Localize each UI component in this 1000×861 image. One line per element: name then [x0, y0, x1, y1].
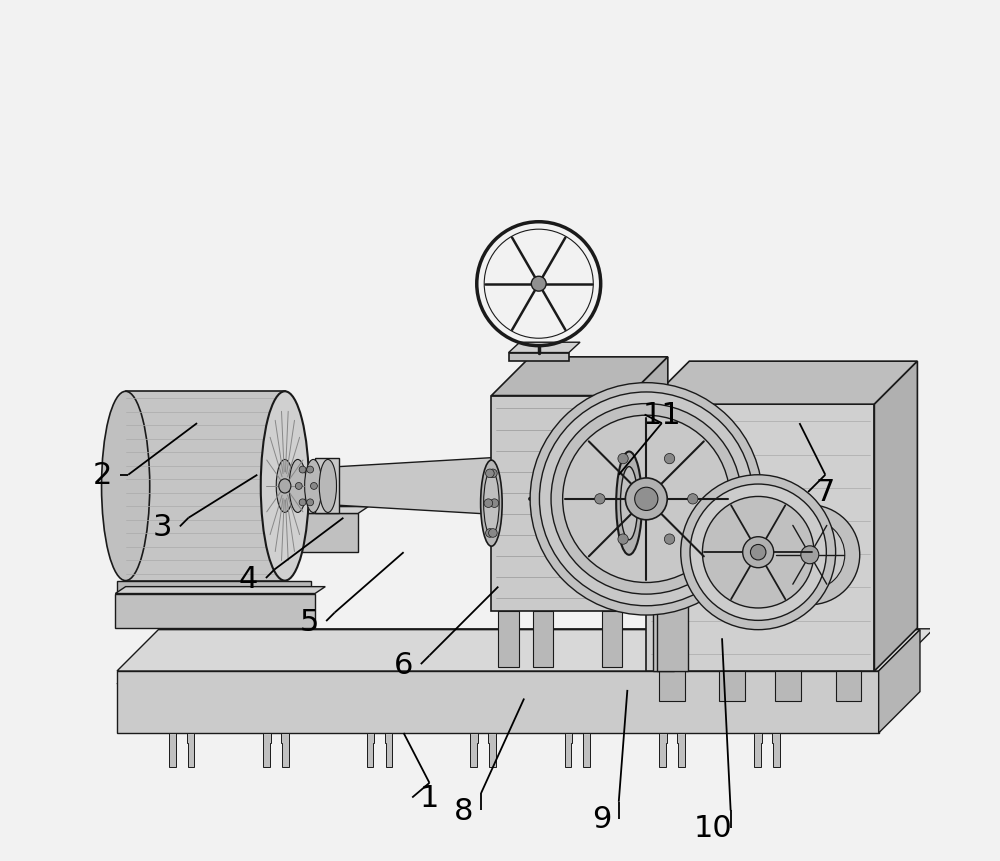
Circle shape [531, 277, 546, 292]
Text: 11: 11 [642, 400, 681, 430]
Circle shape [563, 416, 730, 583]
Ellipse shape [620, 467, 638, 540]
Polygon shape [117, 657, 906, 684]
Polygon shape [117, 672, 879, 733]
Polygon shape [272, 514, 358, 553]
Circle shape [750, 545, 766, 561]
Text: 6: 6 [394, 650, 413, 678]
Circle shape [618, 454, 628, 464]
Ellipse shape [276, 460, 293, 513]
Polygon shape [332, 456, 526, 517]
Circle shape [635, 487, 658, 511]
Text: 8: 8 [454, 796, 474, 825]
Polygon shape [169, 733, 194, 767]
Text: 1: 1 [420, 783, 439, 812]
Circle shape [484, 499, 493, 508]
Text: 3: 3 [153, 512, 172, 542]
Ellipse shape [102, 392, 150, 581]
Polygon shape [879, 630, 920, 733]
Circle shape [664, 535, 675, 545]
Polygon shape [754, 733, 780, 767]
Text: 7: 7 [816, 478, 835, 507]
Polygon shape [602, 611, 622, 667]
Ellipse shape [305, 460, 322, 513]
Circle shape [688, 494, 698, 505]
Circle shape [310, 483, 317, 490]
Polygon shape [629, 357, 668, 611]
Polygon shape [115, 594, 315, 629]
Circle shape [743, 537, 774, 568]
Ellipse shape [517, 453, 534, 519]
Circle shape [489, 529, 497, 537]
Polygon shape [836, 672, 861, 701]
Polygon shape [263, 733, 289, 767]
Ellipse shape [616, 452, 642, 555]
Text: 4: 4 [239, 564, 258, 593]
Circle shape [681, 475, 836, 630]
Polygon shape [657, 551, 688, 672]
Polygon shape [646, 362, 917, 405]
Circle shape [551, 404, 742, 594]
Polygon shape [646, 405, 874, 672]
Circle shape [690, 485, 826, 621]
Ellipse shape [279, 480, 291, 493]
Ellipse shape [484, 471, 499, 536]
Circle shape [539, 393, 753, 606]
Text: 2: 2 [93, 461, 112, 490]
Circle shape [801, 546, 819, 564]
Text: 5: 5 [299, 607, 319, 635]
Polygon shape [659, 733, 685, 767]
Polygon shape [874, 362, 917, 672]
Ellipse shape [319, 460, 336, 513]
Circle shape [299, 499, 306, 506]
Polygon shape [115, 587, 325, 594]
Circle shape [489, 469, 497, 478]
Circle shape [664, 454, 675, 464]
Polygon shape [145, 629, 934, 657]
Polygon shape [509, 353, 569, 362]
Text: 10: 10 [694, 813, 733, 842]
Circle shape [625, 479, 667, 520]
Polygon shape [285, 468, 306, 505]
Polygon shape [659, 672, 685, 701]
Text: 9: 9 [592, 804, 611, 833]
Polygon shape [117, 630, 920, 672]
Polygon shape [126, 392, 285, 581]
Polygon shape [565, 733, 590, 767]
Circle shape [618, 535, 628, 545]
Circle shape [775, 520, 845, 590]
Circle shape [307, 467, 314, 474]
Ellipse shape [261, 392, 309, 581]
Circle shape [295, 483, 302, 490]
Polygon shape [719, 672, 745, 701]
Polygon shape [775, 672, 801, 701]
Polygon shape [498, 611, 519, 667]
Circle shape [702, 497, 814, 608]
Polygon shape [533, 611, 553, 667]
Polygon shape [470, 733, 496, 767]
Circle shape [486, 469, 494, 478]
Circle shape [299, 467, 306, 474]
Polygon shape [491, 396, 629, 611]
Polygon shape [653, 387, 674, 672]
Polygon shape [509, 343, 580, 353]
Ellipse shape [289, 460, 306, 513]
Polygon shape [117, 581, 311, 594]
Polygon shape [272, 507, 368, 514]
Circle shape [490, 499, 499, 508]
Circle shape [307, 499, 314, 506]
Polygon shape [491, 357, 668, 396]
Circle shape [486, 529, 494, 537]
Circle shape [760, 505, 860, 605]
Polygon shape [367, 733, 392, 767]
Polygon shape [315, 459, 339, 514]
Ellipse shape [481, 461, 502, 547]
Circle shape [530, 383, 762, 616]
Circle shape [595, 494, 605, 505]
